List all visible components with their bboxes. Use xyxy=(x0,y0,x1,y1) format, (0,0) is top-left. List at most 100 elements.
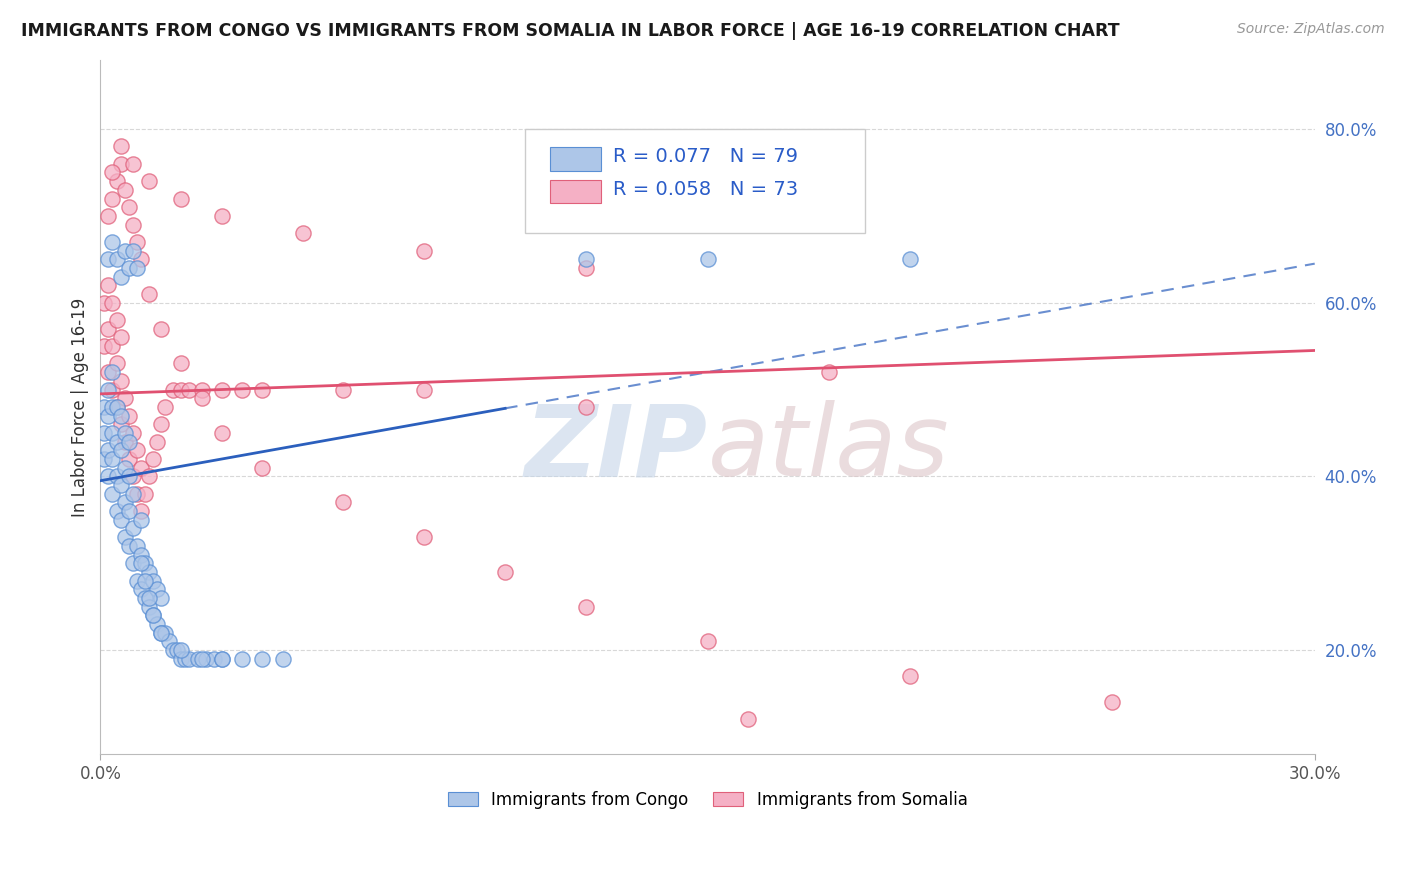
FancyBboxPatch shape xyxy=(550,147,600,170)
Point xyxy=(121,556,143,570)
Point xyxy=(1101,695,1123,709)
Point xyxy=(138,599,160,614)
Text: IMMIGRANTS FROM CONGO VS IMMIGRANTS FROM SOMALIA IN LABOR FORCE | AGE 16-19 CORR: IMMIGRANTS FROM CONGO VS IMMIGRANTS FROM… xyxy=(21,22,1119,40)
FancyBboxPatch shape xyxy=(526,129,866,233)
Point xyxy=(170,192,193,206)
Point xyxy=(142,452,165,467)
Point xyxy=(252,383,274,397)
Point xyxy=(118,409,141,423)
Point xyxy=(101,235,124,249)
Point xyxy=(125,539,148,553)
Point xyxy=(125,260,148,275)
Text: Source: ZipAtlas.com: Source: ZipAtlas.com xyxy=(1237,22,1385,37)
Point xyxy=(211,651,233,665)
Point xyxy=(134,591,156,605)
Point xyxy=(138,591,160,605)
Point xyxy=(114,460,136,475)
Point xyxy=(252,651,274,665)
Point xyxy=(101,487,124,501)
Point xyxy=(291,226,314,240)
Point xyxy=(146,434,169,449)
Point xyxy=(696,252,718,267)
Point xyxy=(101,192,124,206)
Point xyxy=(121,521,143,535)
Point xyxy=(114,530,136,544)
Point xyxy=(110,374,132,388)
Point xyxy=(129,556,152,570)
Text: R = 0.058   N = 73: R = 0.058 N = 73 xyxy=(613,180,799,199)
Point xyxy=(150,417,173,432)
Point xyxy=(129,513,152,527)
Point xyxy=(142,574,165,588)
Point xyxy=(125,487,148,501)
Point xyxy=(142,608,165,623)
Point xyxy=(134,556,156,570)
Point xyxy=(150,625,173,640)
Point xyxy=(150,591,173,605)
Point xyxy=(129,252,152,267)
Point xyxy=(898,669,921,683)
Point xyxy=(194,651,217,665)
Point xyxy=(105,400,128,414)
Point xyxy=(157,634,180,648)
Point xyxy=(138,565,160,579)
Point xyxy=(138,469,160,483)
Point xyxy=(121,469,143,483)
Point xyxy=(118,260,141,275)
Point xyxy=(110,139,132,153)
Point xyxy=(114,391,136,405)
Point xyxy=(118,539,141,553)
Point xyxy=(737,713,759,727)
Point xyxy=(101,425,124,440)
Point xyxy=(114,434,136,449)
Point xyxy=(105,504,128,518)
Point xyxy=(101,339,124,353)
Point xyxy=(211,383,233,397)
Point xyxy=(105,469,128,483)
Point xyxy=(211,209,233,223)
Y-axis label: In Labor Force | Age 16-19: In Labor Force | Age 16-19 xyxy=(72,297,89,516)
Point xyxy=(174,651,197,665)
Text: ZIP: ZIP xyxy=(524,401,707,497)
Point xyxy=(97,383,120,397)
Point xyxy=(153,400,176,414)
Point xyxy=(202,651,225,665)
Point xyxy=(129,460,152,475)
Point xyxy=(105,357,128,371)
Point xyxy=(332,383,354,397)
Point xyxy=(110,478,132,492)
Point xyxy=(413,530,436,544)
Point xyxy=(110,513,132,527)
Point xyxy=(153,625,176,640)
Point xyxy=(179,383,201,397)
Point xyxy=(97,322,120,336)
Point xyxy=(114,425,136,440)
Point xyxy=(101,365,124,379)
Point xyxy=(105,313,128,327)
Point xyxy=(575,400,598,414)
Point xyxy=(121,425,143,440)
Text: atlas: atlas xyxy=(707,401,949,497)
Point xyxy=(97,443,120,458)
Point xyxy=(186,651,208,665)
Legend: Immigrants from Congo, Immigrants from Somalia: Immigrants from Congo, Immigrants from S… xyxy=(441,784,974,815)
Point xyxy=(118,452,141,467)
Point xyxy=(162,643,184,657)
Point xyxy=(231,651,253,665)
Point xyxy=(97,278,120,293)
Point xyxy=(114,495,136,509)
Point xyxy=(125,235,148,249)
Point xyxy=(125,574,148,588)
Point xyxy=(101,400,124,414)
Point xyxy=(575,252,598,267)
Point xyxy=(190,391,212,405)
Point xyxy=(105,400,128,414)
Point xyxy=(575,599,598,614)
Point xyxy=(114,183,136,197)
Point xyxy=(150,625,173,640)
Point xyxy=(129,504,152,518)
Point xyxy=(101,383,124,397)
Point xyxy=(125,443,148,458)
Point xyxy=(146,617,169,632)
Point xyxy=(170,357,193,371)
